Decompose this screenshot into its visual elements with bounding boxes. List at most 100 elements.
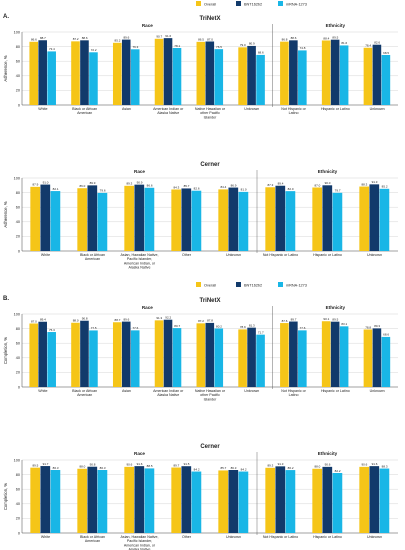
bar xyxy=(40,184,51,251)
bar xyxy=(50,470,61,533)
category-label-line: Pacific Islander, xyxy=(127,539,152,543)
bar xyxy=(38,40,47,105)
category-label-line: Asian xyxy=(122,107,131,111)
y-tick-label: 0 xyxy=(18,531,20,535)
data-label: 71.7 xyxy=(258,330,264,334)
y-tick-label: 40 xyxy=(16,356,20,360)
bar xyxy=(285,191,296,251)
data-label: 89.5 xyxy=(32,463,38,467)
data-label: 86.5 xyxy=(198,38,204,42)
data-label: 82.0 xyxy=(288,187,294,191)
y-axis-label: Adherence, % xyxy=(3,55,8,82)
legend-label: BNT162b2 xyxy=(244,3,262,7)
bar xyxy=(369,184,380,251)
data-label: 88.4 xyxy=(323,36,329,40)
bar xyxy=(359,186,370,251)
data-label: 75.3 xyxy=(49,328,55,332)
category-label: Unknown xyxy=(367,535,382,539)
data-label: 91.3 xyxy=(278,462,284,466)
bar xyxy=(97,192,108,251)
data-label: 82.6 xyxy=(194,187,200,191)
category-label-line: American Indian or xyxy=(153,389,184,393)
bar xyxy=(40,466,51,533)
category-label-line: Unknown xyxy=(244,389,259,393)
data-label: 90.8 xyxy=(82,317,88,321)
data-label: 82.6 xyxy=(374,41,380,45)
category-label-line: Unknown xyxy=(367,535,382,539)
data-label: 88.5 xyxy=(147,464,153,468)
bar xyxy=(181,466,192,533)
data-label: 80.7 xyxy=(174,324,180,328)
data-label: 87.8 xyxy=(207,319,213,323)
bar xyxy=(171,467,182,533)
category-label-line: Unknown xyxy=(244,107,259,111)
bar xyxy=(247,45,256,105)
category-label-line: Hispanic or Latino xyxy=(321,389,350,393)
bar xyxy=(280,41,289,105)
category-label-line: Not Hispanic or Latino xyxy=(263,535,298,539)
category-label-line: Unknown xyxy=(226,535,241,539)
legend-label: mRNA-1273 xyxy=(286,3,307,7)
category-label: Native Hawaiian or other Pacific Islander xyxy=(195,107,226,119)
data-label: 90.1 xyxy=(323,317,329,321)
data-label: 90.6 xyxy=(325,463,331,467)
legend-label: BNT162b2 xyxy=(244,284,262,288)
data-label: 89.3 xyxy=(267,464,273,468)
bar xyxy=(381,336,391,387)
bar xyxy=(191,190,202,251)
legend-swatch xyxy=(278,1,283,6)
bar xyxy=(381,54,391,105)
legend-label: Overall xyxy=(204,284,216,288)
data-label: 86.6 xyxy=(31,38,37,42)
data-label: 88.6 xyxy=(82,36,88,40)
y-tick-label: 100 xyxy=(14,176,20,180)
category-label: Asian xyxy=(122,389,131,393)
category-label: Unknown xyxy=(370,107,385,111)
y-tick-label: 20 xyxy=(16,89,20,93)
data-label: 89.5 xyxy=(332,317,338,321)
category-label-line: Not Hispanic or Latino xyxy=(263,253,298,257)
legend-label: mRNA-1273 xyxy=(286,284,307,288)
data-label: 89.6 xyxy=(124,317,130,321)
section-label: B. xyxy=(3,296,9,302)
bar xyxy=(172,328,182,387)
data-label: 91.0 xyxy=(43,180,49,184)
group-header: Ethnicity xyxy=(326,305,346,310)
category-label-line: Hispanic or Latino xyxy=(313,253,342,257)
bar xyxy=(29,323,38,387)
data-label: 88.7 xyxy=(40,36,46,40)
bar xyxy=(312,187,323,251)
bar xyxy=(89,52,98,105)
bar xyxy=(238,47,247,105)
data-label: 89.7 xyxy=(291,317,297,321)
data-label: 88.3 xyxy=(382,464,388,468)
data-label: 85.2 xyxy=(115,39,121,43)
data-label: 90.7 xyxy=(156,35,162,39)
chart-title: Cerner xyxy=(200,444,220,450)
category-label-line: other Pacific xyxy=(200,393,220,397)
category-label: White xyxy=(38,107,47,111)
data-label: 87.0 xyxy=(207,37,213,41)
category-label-line: White xyxy=(38,107,47,111)
category-label-line: American Indian, or xyxy=(124,543,156,547)
y-tick-label: 80 xyxy=(16,327,20,331)
bar xyxy=(144,187,155,251)
data-label: 90.6 xyxy=(126,463,132,467)
category-label-line: Alaska Native xyxy=(129,266,151,270)
bar xyxy=(265,467,276,533)
bar xyxy=(359,466,370,533)
bar xyxy=(379,468,390,533)
data-label: 89.4 xyxy=(40,318,46,322)
bar xyxy=(214,49,224,105)
data-label: 91.6 xyxy=(137,462,143,466)
data-label: 89.5 xyxy=(332,35,338,39)
legend-swatch xyxy=(196,282,201,287)
data-label: 91.3 xyxy=(372,180,378,184)
bar xyxy=(130,330,140,387)
bar xyxy=(80,40,89,105)
bar xyxy=(47,51,56,105)
category-label-line: American Indian or xyxy=(153,107,184,111)
data-label: 74.8 xyxy=(300,46,306,50)
category-label: Asian, Hawaiian Native, Pacific Islander,… xyxy=(121,535,159,550)
data-label: 79.7 xyxy=(335,189,341,193)
